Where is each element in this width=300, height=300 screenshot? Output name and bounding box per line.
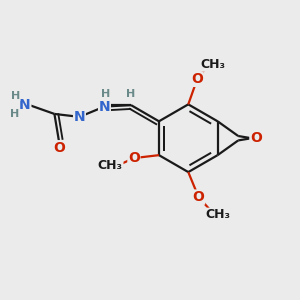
Text: N: N [19,98,31,112]
Text: CH₃: CH₃ [205,208,230,221]
Text: CH₃: CH₃ [201,58,226,71]
Text: O: O [128,151,140,165]
Text: H: H [10,109,19,119]
Text: N: N [99,100,110,114]
Text: H: H [11,91,20,101]
Text: N: N [74,110,85,124]
Text: O: O [53,141,65,155]
Text: O: O [250,131,262,145]
Text: O: O [193,190,205,204]
Text: H: H [126,89,136,99]
Text: CH₃: CH₃ [98,159,123,172]
Text: O: O [191,72,203,86]
Text: H: H [101,89,111,99]
